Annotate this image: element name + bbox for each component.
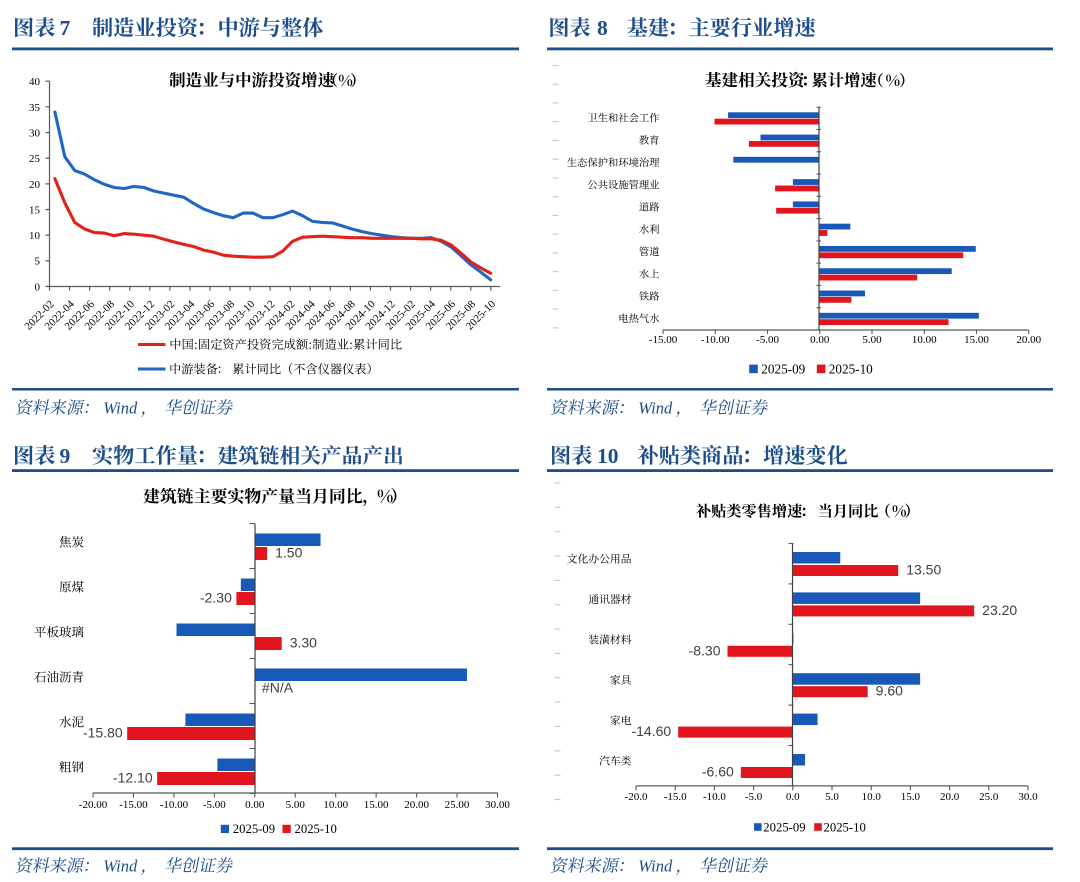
svg-text:35: 35 [29, 102, 41, 114]
svg-text:10.0: 10.0 [862, 791, 882, 803]
svg-text:-10.00: -10.00 [701, 334, 730, 346]
svg-text:-5.00: -5.00 [756, 334, 779, 346]
svg-text:10.00: 10.00 [912, 334, 937, 346]
svg-text:-15.00: -15.00 [119, 799, 148, 811]
svg-text:-20.0: -20.0 [625, 791, 648, 803]
svg-text:30.00: 30.00 [485, 799, 510, 811]
svg-text:10.00: 10.00 [323, 799, 348, 811]
svg-text:5.00: 5.00 [862, 334, 882, 346]
svg-text:0.00: 0.00 [245, 799, 265, 811]
svg-text:30: 30 [29, 127, 41, 139]
svg-text:25: 25 [29, 153, 41, 165]
svg-text:-2.30: -2.30 [200, 590, 232, 606]
svg-text:2025-09: 2025-09 [761, 361, 805, 376]
svg-text:20.00: 20.00 [1016, 334, 1041, 346]
svg-text:20.00: 20.00 [404, 799, 429, 811]
svg-text:-15.80: -15.80 [83, 725, 123, 741]
svg-text:10: 10 [29, 230, 41, 242]
svg-text:15.0: 15.0 [901, 791, 921, 803]
svg-text:2025-10: 2025-10 [295, 822, 337, 836]
svg-text:-12.10: -12.10 [113, 770, 153, 786]
svg-text:9: 9 [60, 444, 71, 468]
svg-text:20: 20 [29, 179, 41, 191]
svg-text:0.00: 0.00 [810, 334, 830, 346]
svg-text:0.0: 0.0 [786, 791, 800, 803]
svg-text:30.0: 30.0 [1018, 791, 1038, 803]
svg-text:3.30: 3.30 [290, 635, 317, 651]
svg-text:15.00: 15.00 [364, 799, 389, 811]
svg-text:-10.0: -10.0 [703, 791, 726, 803]
svg-text:5: 5 [35, 256, 41, 268]
svg-text:13.50: 13.50 [906, 562, 941, 578]
svg-text:#N/A: #N/A [262, 680, 294, 696]
svg-text:2025-10: 2025-10 [829, 361, 873, 376]
svg-text:40: 40 [29, 76, 41, 88]
svg-text:2025-09: 2025-09 [763, 820, 805, 834]
svg-text:15: 15 [29, 204, 41, 216]
svg-text:2025-10: 2025-10 [824, 820, 866, 834]
svg-text:20.0: 20.0 [940, 791, 960, 803]
svg-text:10: 10 [597, 444, 619, 468]
svg-text:-15.0: -15.0 [664, 791, 687, 803]
svg-text:-20.00: -20.00 [79, 799, 108, 811]
svg-text:8: 8 [597, 16, 608, 40]
svg-text:-5.0: -5.0 [745, 791, 763, 803]
svg-text:7: 7 [60, 16, 71, 40]
svg-text:-14.60: -14.60 [631, 723, 671, 739]
svg-text:1.50: 1.50 [275, 545, 302, 561]
svg-text:-5.00: -5.00 [203, 799, 226, 811]
svg-text:23.20: 23.20 [982, 602, 1017, 618]
svg-text:9.60: 9.60 [876, 683, 903, 699]
svg-text:-10.00: -10.00 [160, 799, 189, 811]
svg-text:15.00: 15.00 [964, 334, 989, 346]
svg-text:5.00: 5.00 [286, 799, 306, 811]
svg-text:25.0: 25.0 [979, 791, 999, 803]
svg-text:-15.00: -15.00 [649, 334, 678, 346]
svg-text:5.0: 5.0 [825, 791, 839, 803]
svg-text:-6.60: -6.60 [702, 764, 734, 780]
svg-text:0: 0 [35, 281, 41, 293]
svg-text:2025-09: 2025-09 [233, 822, 275, 836]
svg-text:Wind: Wind [103, 399, 138, 418]
svg-text:-8.30: -8.30 [689, 642, 721, 658]
svg-text:25.00: 25.00 [445, 799, 470, 811]
